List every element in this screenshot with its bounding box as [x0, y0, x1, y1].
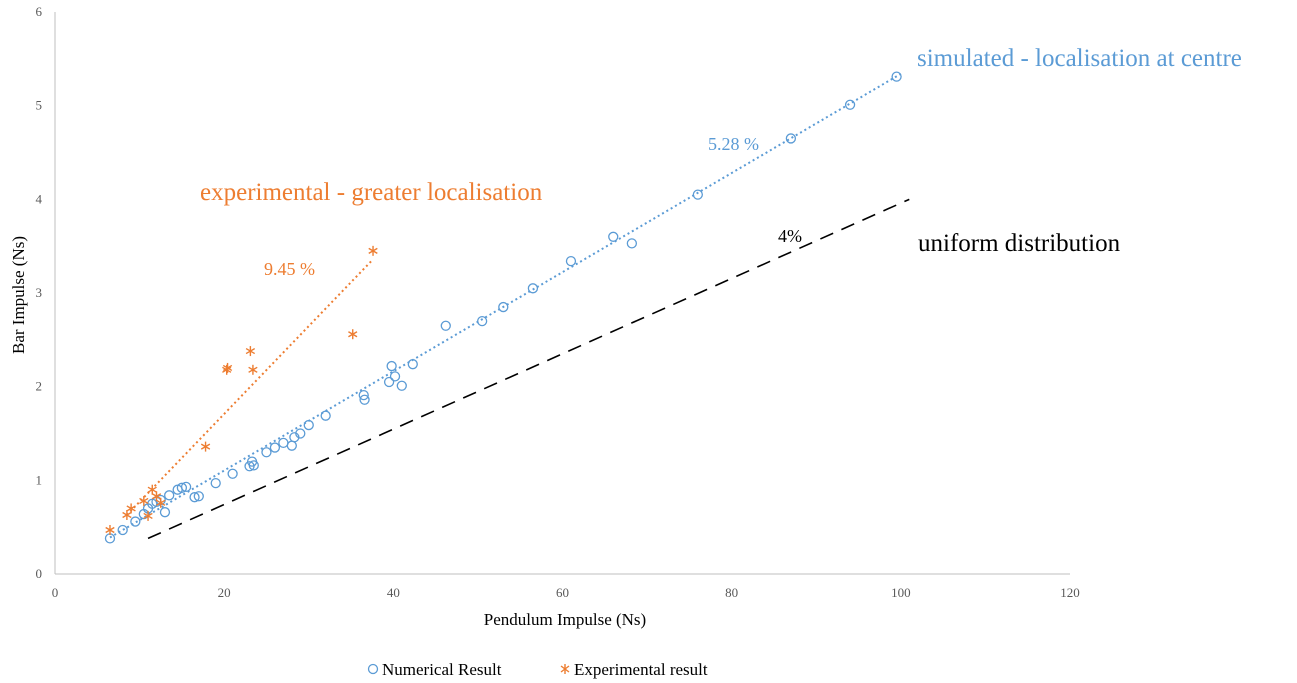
numerical-result-point	[891, 71, 902, 82]
annotation-simulated: simulated - localisation at centre	[917, 45, 1242, 72]
x-tick-label: 120	[1060, 585, 1080, 600]
data-points	[104, 71, 902, 544]
numerical-result-point	[359, 394, 370, 405]
experimental-result-point	[147, 484, 157, 495]
numerical-result-point	[358, 389, 369, 401]
experimental-result-point	[156, 497, 166, 508]
numerical-result-point	[389, 371, 401, 382]
experimental-result-point	[348, 329, 358, 340]
numerical-result-point	[527, 283, 539, 294]
numerical-result-point	[269, 442, 281, 453]
numerical-result-point	[565, 256, 577, 267]
y-tick-labels: 0 1 2 3 4 5 6	[36, 4, 43, 581]
y-axis-title: Bar Impulse (Ns)	[9, 236, 28, 354]
numerical-result-point	[608, 231, 619, 242]
legend-label-numerical: Numerical Result	[382, 660, 502, 679]
numerical-result-point	[320, 410, 331, 421]
numerical-result-point	[286, 440, 297, 451]
numerical-result-point	[227, 468, 238, 479]
numerical-result-point	[210, 477, 221, 489]
experimental-result-point	[245, 346, 256, 357]
numerical-result-point	[440, 320, 451, 331]
numerical-result-point	[383, 376, 395, 388]
numerical-result-point	[303, 419, 314, 431]
numerical-result-point	[785, 133, 797, 144]
trendline-experimental-result	[126, 259, 373, 516]
y-tick-label: 3	[36, 285, 43, 300]
experimental-result-point	[105, 524, 115, 535]
numerical-result-point	[278, 437, 289, 449]
numerical-result-point	[692, 189, 703, 200]
experimental-result-point	[122, 509, 132, 520]
trendline-uniform-distribution	[147, 198, 910, 540]
x-tick-label: 40	[387, 585, 400, 600]
trendline-numerical-result	[109, 72, 902, 539]
numerical-result-point	[193, 491, 204, 502]
legend-circle-marker-icon	[367, 663, 379, 675]
x-tick-label: 60	[556, 585, 569, 600]
x-tick-labels: 0 20 40 60 80 100 120	[52, 585, 1080, 600]
x-tick-label: 20	[218, 585, 231, 600]
numerical-result-point	[117, 524, 128, 536]
numerical-result-point	[844, 99, 856, 110]
annotation-experimental: experimental - greater localisation	[200, 179, 543, 206]
numerical-result-point	[295, 428, 306, 439]
numerical-result-point	[159, 507, 171, 518]
experimental-result-point	[200, 441, 211, 452]
experimental-result-point	[248, 364, 258, 375]
y-tick-label: 0	[36, 566, 43, 581]
numerical-result-point	[261, 447, 272, 458]
numerical-result-point	[189, 492, 200, 503]
numerical-result-point	[396, 380, 407, 391]
y-tick-label: 5	[36, 98, 43, 113]
y-tick-label: 2	[36, 379, 43, 394]
x-tick-label: 80	[725, 585, 738, 600]
numerical-result-point	[626, 238, 638, 249]
numerical-result-point	[130, 516, 141, 527]
y-tick-label: 4	[36, 191, 43, 206]
annotation-9-45-percent: 9.45 %	[264, 259, 315, 279]
numerical-result-point	[498, 301, 509, 313]
numerical-result-point	[104, 533, 116, 544]
experimental-result-point	[222, 362, 233, 373]
numerical-result-point	[176, 482, 188, 493]
legend-asterisk-marker-icon	[560, 664, 570, 674]
annotation-5-28-percent: 5.28 %	[708, 134, 759, 154]
numerical-result-point	[180, 481, 192, 493]
legend: Numerical Result Experimental result	[367, 660, 708, 679]
numerical-result-point	[476, 315, 488, 327]
experimental-result-point	[143, 510, 153, 521]
numerical-result-point	[386, 360, 397, 372]
x-tick-label: 0	[52, 585, 59, 600]
experimental-result-point	[151, 491, 162, 502]
experimental-result-point	[368, 245, 378, 256]
experimental-result-point	[139, 495, 149, 506]
annotation-uniform: uniform distribution	[918, 230, 1121, 257]
y-tick-label: 6	[36, 4, 43, 19]
numerical-result-point	[248, 460, 259, 471]
experimental-result-point	[126, 503, 136, 514]
annotation-4-percent: 4%	[778, 226, 802, 246]
legend-label-experimental: Experimental result	[574, 660, 708, 679]
numerical-result-point	[407, 359, 418, 370]
x-axis-title: Pendulum Impulse (Ns)	[484, 610, 646, 629]
y-tick-label: 1	[36, 472, 43, 487]
x-tick-label: 100	[891, 585, 911, 600]
experimental-result-point	[222, 364, 232, 375]
trendlines	[109, 72, 910, 540]
numerical-result-point	[164, 490, 175, 501]
